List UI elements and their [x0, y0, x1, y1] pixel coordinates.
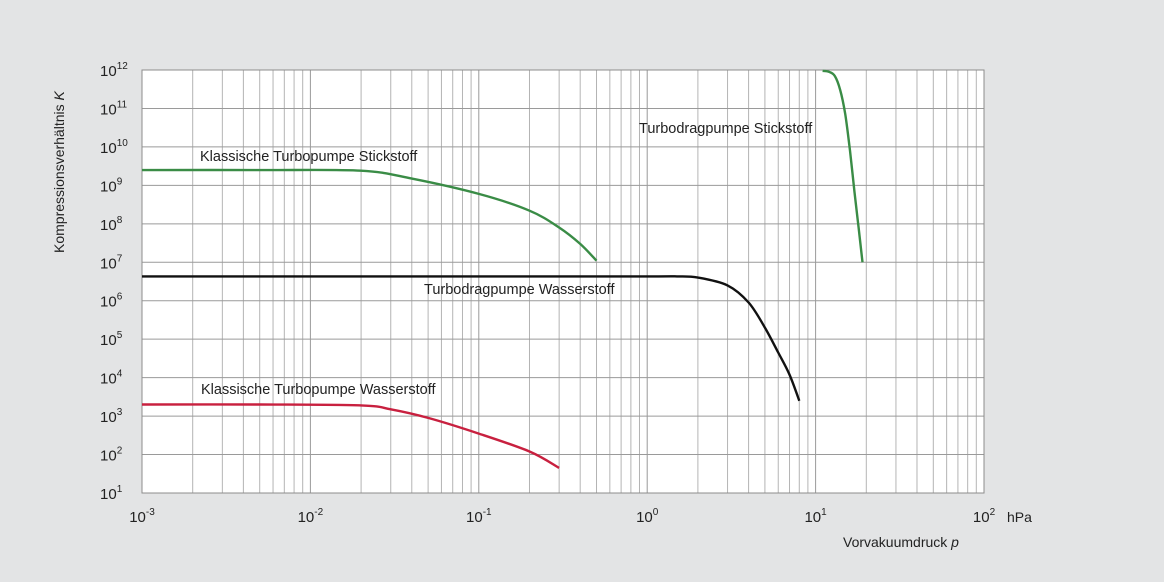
y-tick-label: 1010	[100, 138, 128, 157]
y-tick-label: 1011	[100, 99, 128, 118]
plot-frame	[141, 69, 985, 494]
y-tick-label: 106	[100, 292, 123, 311]
series-line-1	[141, 275, 801, 402]
y-tick-label: 109	[100, 176, 123, 195]
x-tick-label: 100	[636, 507, 659, 526]
series-label-turbodrag-wasserstoff: Turbodragpumpe Wasserstoff	[424, 282, 615, 298]
grid	[141, 69, 985, 494]
x-axis-label: Vorvakuumdruck p	[843, 534, 959, 550]
series-label-klassische-wasserstoff: Klassische Turbopumpe Wasserstoff	[201, 382, 436, 398]
x-tick-labels: 10-3 10-2 10-1 100 101 102	[129, 507, 995, 526]
series-line-0	[141, 168, 598, 262]
x-tick-label: 10-1	[466, 507, 492, 526]
y-tick-label: 1012	[100, 61, 128, 80]
y-tick-label: 102	[100, 446, 123, 465]
series-line-2	[141, 403, 560, 469]
y-tick-label: 107	[100, 253, 123, 272]
y-tick-label: 104	[100, 369, 123, 388]
y-tick-label: 103	[100, 407, 123, 426]
y-tick-label: 101	[100, 484, 123, 503]
plot-area	[142, 70, 984, 493]
x-tick-label: 101	[804, 507, 827, 526]
x-tick-label: 10-2	[298, 507, 324, 526]
series-label-turbodrag-stickstoff: Turbodragpumpe Stickstoff	[639, 121, 813, 137]
series-label-klassische-stickstoff: Klassische Turbopumpe Stickstoff	[200, 149, 418, 165]
x-tick-label: 102	[973, 507, 996, 526]
x-tick-label: 10-3	[129, 507, 155, 526]
y-tick-labels: 101 102 103 104 105 106 107 108 109 1010 1011 1012	[100, 61, 128, 503]
x-unit-label: hPa	[1007, 509, 1032, 525]
y-axis-label: Kompressionsverhältnis K	[51, 90, 67, 253]
series-group	[141, 69, 864, 469]
series-line-3	[822, 69, 864, 263]
y-tick-label: 105	[100, 330, 123, 349]
y-tick-label: 108	[100, 215, 123, 234]
